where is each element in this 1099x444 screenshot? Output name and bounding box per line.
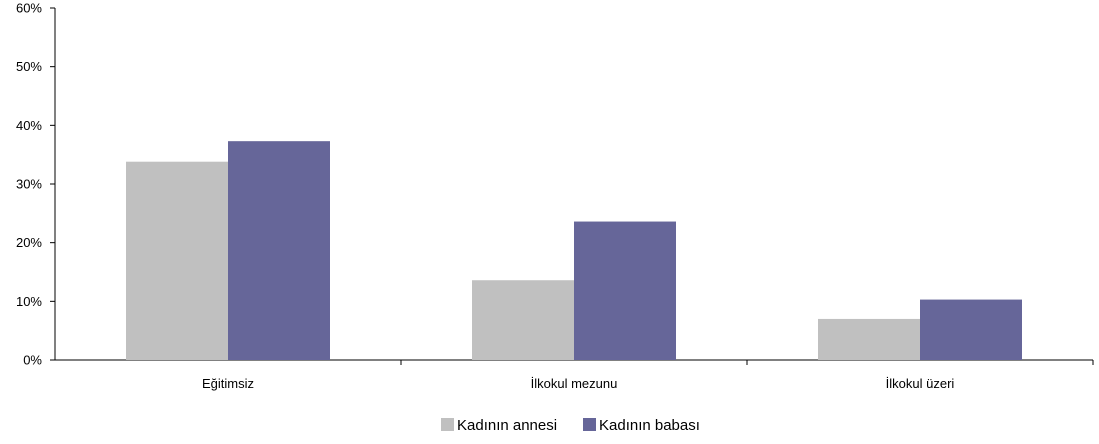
y-tick-label: 0% (23, 353, 42, 368)
bar-annesi (126, 162, 228, 360)
legend-swatch-babasi (583, 418, 596, 431)
y-tick-label: 30% (16, 177, 42, 192)
legend-label-babasi: Kadının babası (599, 417, 700, 434)
x-category-label: Eğitimsiz (202, 376, 254, 391)
y-tick-label: 50% (16, 59, 42, 74)
y-tick-label: 20% (16, 235, 42, 250)
y-tick-label: 10% (16, 294, 42, 309)
bar-annesi (818, 319, 920, 360)
legend-swatch-annesi (441, 418, 454, 431)
legend-label-annesi: Kadının annesi (457, 417, 557, 434)
bar-babasi (574, 222, 676, 360)
x-category-label: İlkokul üzeri (886, 376, 955, 391)
bar-annesi (472, 280, 574, 360)
y-tick-label: 40% (16, 118, 42, 133)
bar-babasi (920, 300, 1022, 360)
x-category-label: İlkokul mezunu (531, 376, 618, 391)
bar-babasi (228, 141, 330, 360)
y-tick-label: 60% (16, 1, 42, 16)
